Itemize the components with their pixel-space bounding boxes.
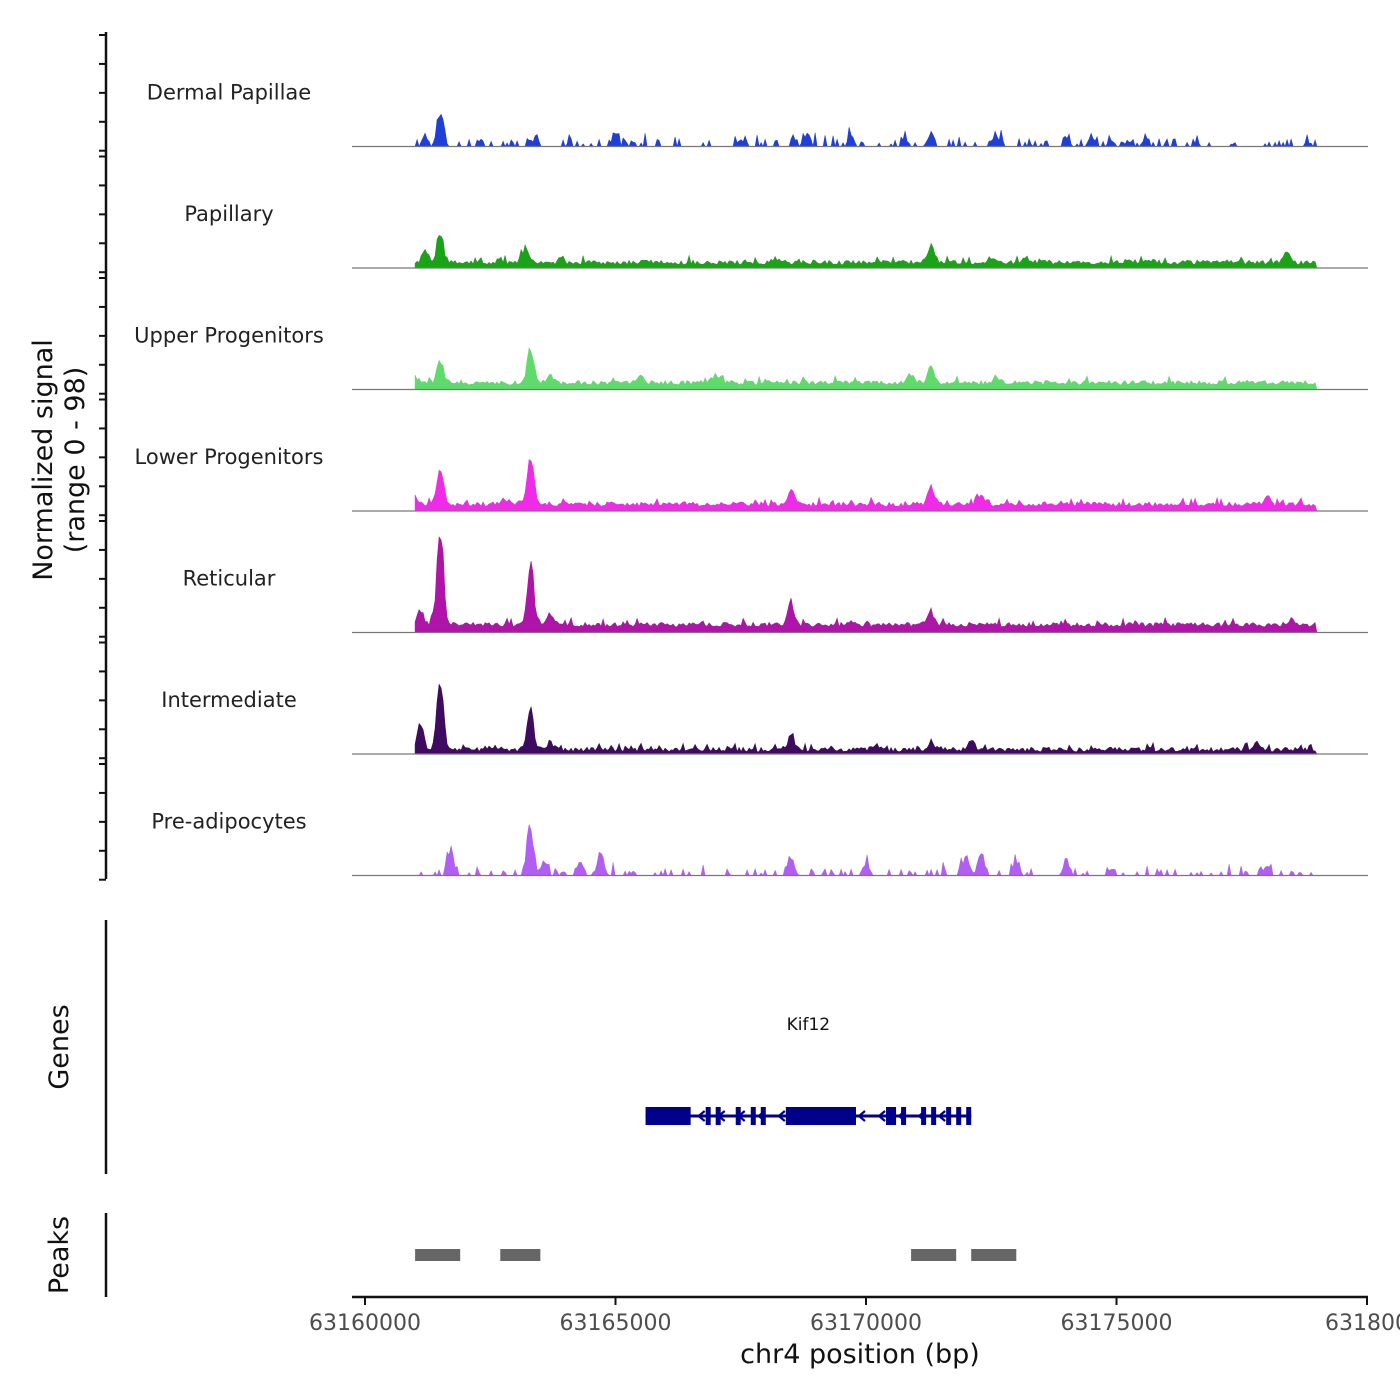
gene-exon xyxy=(785,1107,856,1125)
gene-exon xyxy=(946,1107,952,1125)
peak-region xyxy=(971,1249,1017,1261)
track-label: Papillary xyxy=(184,202,273,226)
track-label: Reticular xyxy=(183,567,276,591)
x-tick-label: 63175000 xyxy=(1061,1311,1173,1336)
x-tick-label: 63160000 xyxy=(309,1311,421,1336)
track-label: Upper Progenitors xyxy=(134,324,324,348)
x-axis-title: chr4 position (bp) xyxy=(740,1339,980,1370)
gene-exon xyxy=(921,1107,927,1125)
peak-region xyxy=(500,1249,541,1261)
signal-area-upper-progenitors xyxy=(414,346,1318,390)
track-label: Dermal Papillae xyxy=(147,81,311,105)
signal-area-reticular xyxy=(414,536,1318,633)
gene-exon xyxy=(645,1107,691,1125)
y-axis-title-line1: Normalized signal xyxy=(28,339,59,581)
gene-exon xyxy=(931,1107,937,1125)
x-tick-label: 63170000 xyxy=(810,1311,922,1336)
peak-region xyxy=(415,1249,461,1261)
gene-label: Kif12 xyxy=(787,1015,831,1035)
gene-exon xyxy=(750,1107,756,1125)
x-tick-label: 63165000 xyxy=(560,1311,672,1336)
track-label: Pre-adipocytes xyxy=(151,810,306,834)
gene-exon xyxy=(735,1107,741,1125)
y-axis-title-line2: (range 0 - 98) xyxy=(60,367,91,554)
signal-area-pre-adipocytes xyxy=(415,824,1317,877)
peak-region xyxy=(911,1249,957,1261)
strand-arrow-icon xyxy=(696,1110,706,1122)
strand-arrow-icon xyxy=(857,1110,866,1122)
gene-exon xyxy=(760,1107,766,1125)
signal-area-intermediate xyxy=(414,683,1318,755)
gene-exon xyxy=(886,1107,897,1125)
strand-arrow-icon xyxy=(937,1110,946,1122)
gene-exon xyxy=(705,1107,711,1125)
gene-exon xyxy=(715,1107,721,1125)
signal-area-papillary xyxy=(414,234,1318,269)
track-label: Lower Progenitors xyxy=(135,445,324,469)
strand-arrow-icon xyxy=(877,1110,886,1122)
signal-area-dermal-papillae xyxy=(414,113,1318,148)
gene-exon xyxy=(901,1107,907,1125)
gene-exon xyxy=(966,1107,972,1125)
strand-arrow-icon xyxy=(777,1110,786,1122)
gene-exon xyxy=(956,1107,962,1125)
x-tick-label: 631800 xyxy=(1325,1311,1400,1336)
peaks-axis-label: Peaks xyxy=(44,1216,75,1294)
genes-axis-label: Genes xyxy=(44,1004,75,1089)
track-label: Intermediate xyxy=(161,688,297,712)
signal-area-lower-progenitors xyxy=(414,459,1318,512)
